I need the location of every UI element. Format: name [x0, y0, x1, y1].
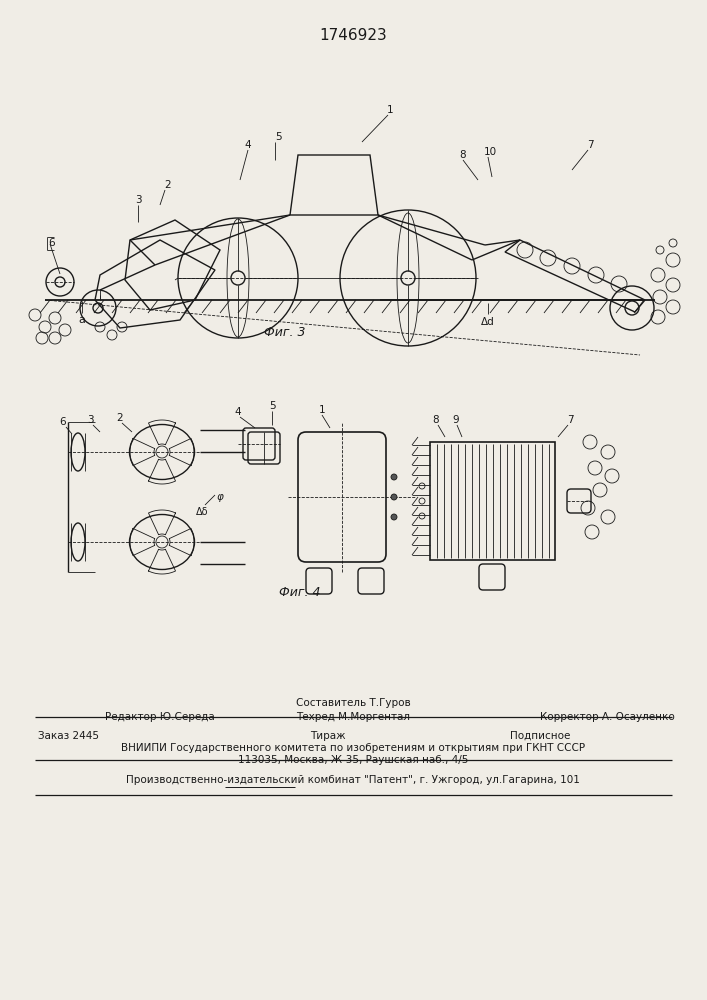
Text: Составитель Т.Гуров: Составитель Т.Гуров: [296, 698, 410, 708]
Text: 8: 8: [460, 150, 467, 160]
Text: Фиг. 4: Фиг. 4: [279, 585, 321, 598]
Text: Заказ 2445: Заказ 2445: [38, 731, 99, 741]
Text: 10: 10: [484, 147, 496, 157]
Text: 6: 6: [59, 417, 66, 427]
Text: 8: 8: [433, 415, 439, 425]
Text: 7: 7: [587, 140, 593, 150]
Text: Δd: Δd: [481, 317, 495, 327]
Text: 3: 3: [135, 195, 141, 205]
Text: Δδ: Δδ: [196, 507, 209, 517]
Circle shape: [391, 474, 397, 480]
Text: 9: 9: [452, 415, 460, 425]
Text: 1: 1: [319, 405, 325, 415]
Text: 7: 7: [567, 415, 573, 425]
Text: Фиг. 3: Фиг. 3: [264, 326, 305, 338]
Text: Техред М.Моргентал: Техред М.Моргентал: [296, 712, 410, 722]
Text: Производственно-издательский комбинат "Патент", г. Ужгород, ул.Гагарина, 101: Производственно-издательский комбинат "П…: [126, 775, 580, 785]
Text: 3: 3: [87, 415, 93, 425]
Text: 5: 5: [269, 401, 275, 411]
Circle shape: [391, 514, 397, 520]
Text: Редактор Ю.Середа: Редактор Ю.Середа: [105, 712, 215, 722]
Text: 1: 1: [387, 105, 393, 115]
Text: 2: 2: [165, 180, 171, 190]
Text: Подписное: Подписное: [510, 731, 571, 741]
Text: 113035, Москва, Ж-35, Раушская наб., 4/5: 113035, Москва, Ж-35, Раушская наб., 4/5: [238, 755, 468, 765]
Text: 5: 5: [275, 132, 281, 142]
Text: 4: 4: [235, 407, 241, 417]
Text: 6: 6: [49, 238, 55, 248]
Text: 2: 2: [117, 413, 123, 423]
Bar: [430, 442, 555, 560]
Text: ВНИИПИ Государственного комитета по изобретениям и открытиям при ГКНТ СССР: ВНИИПИ Государственного комитета по изоб…: [121, 743, 585, 753]
Text: a: a: [78, 315, 86, 325]
Circle shape: [391, 494, 397, 500]
Text: Корректор А. Осауленко: Корректор А. Осауленко: [540, 712, 674, 722]
Text: φ: φ: [216, 492, 223, 502]
Text: Тираж: Тираж: [310, 731, 346, 741]
Text: 4: 4: [245, 140, 251, 150]
Text: 1746923: 1746923: [319, 28, 387, 43]
